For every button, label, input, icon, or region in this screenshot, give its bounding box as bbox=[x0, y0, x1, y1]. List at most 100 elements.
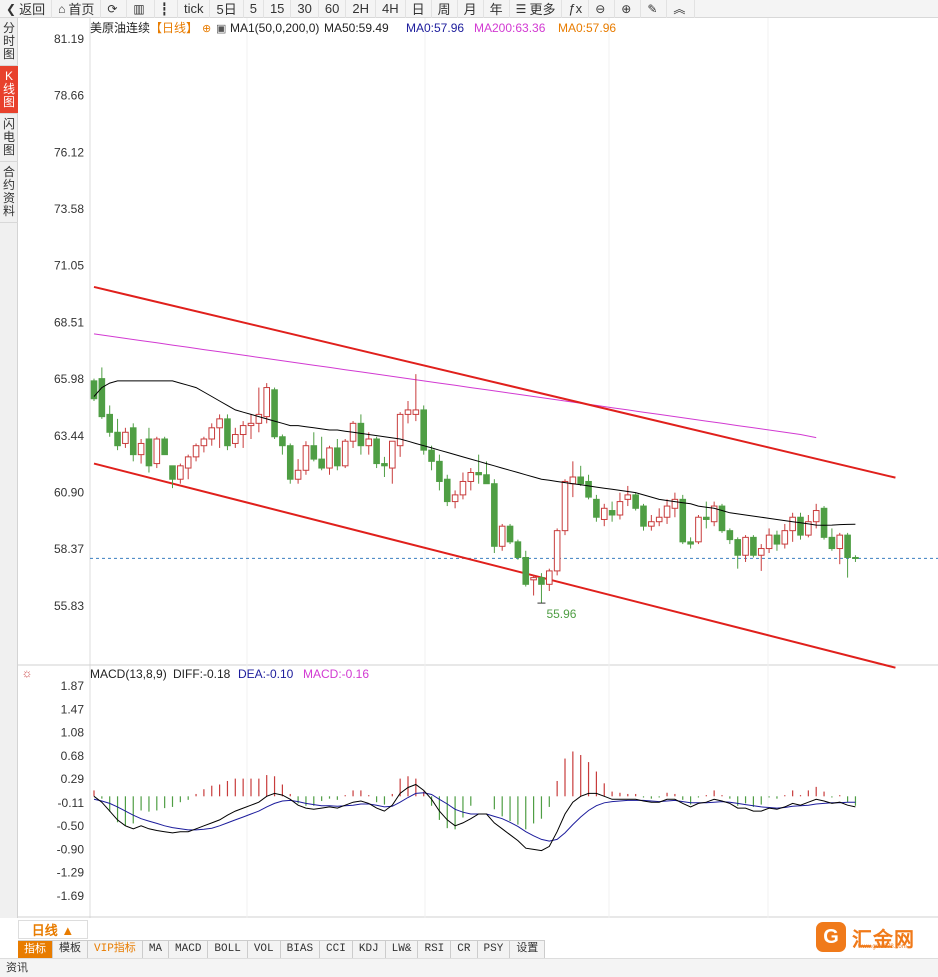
indicator-tab-3[interactable]: MA bbox=[143, 941, 170, 958]
toolbar-item-label: 日 bbox=[411, 2, 425, 17]
logo: G 汇金网 www.gold678.com bbox=[816, 920, 938, 954]
toolbar-item-1[interactable]: ⌂ 首页 bbox=[52, 0, 102, 18]
candle-body bbox=[192, 445, 200, 458]
side-tab-3[interactable]: 合约资料 bbox=[0, 162, 18, 223]
macd-legend-label: MACD(13,8,9) bbox=[90, 667, 167, 681]
legend-ma50: MA50:59.49 bbox=[324, 21, 389, 35]
indicator-tab-10[interactable]: LW& bbox=[386, 941, 419, 958]
zoom-in-icon: ⊕ bbox=[621, 1, 632, 16]
indicator-tabs: 指标 模板 VIP指标 MA MACD BOLL VOL BIAS CCI KDJ LW& RSI CR… bbox=[18, 940, 546, 958]
toolbar-item-19[interactable]: ⊖ bbox=[589, 0, 616, 18]
candle-body bbox=[459, 480, 467, 496]
candle-body bbox=[341, 440, 349, 467]
candle-body bbox=[687, 541, 694, 545]
candle-body bbox=[593, 498, 600, 518]
dea-line bbox=[93, 792, 856, 842]
candle-body bbox=[208, 427, 216, 440]
toolbar-item-12[interactable]: 4H bbox=[376, 0, 406, 18]
toolbar-item-8[interactable]: 15 bbox=[264, 0, 292, 18]
legend-ma0-orange: MA0:57.96 bbox=[558, 21, 616, 35]
candle-body bbox=[703, 516, 710, 520]
side-tabs: 分时图 K线图 闪电图 合约资料 bbox=[0, 18, 18, 918]
candle-body bbox=[483, 474, 490, 485]
candle-body bbox=[443, 478, 451, 503]
indicator-tab-13[interactable]: PSY bbox=[478, 941, 511, 958]
indicator-tab-1[interactable]: 模板 bbox=[53, 941, 88, 958]
candle-body bbox=[153, 438, 161, 465]
main-y-tick-label: 71.05 bbox=[54, 259, 84, 273]
toolbar-item-17[interactable]: ☰ 更多 bbox=[510, 0, 563, 18]
candle-body bbox=[184, 456, 192, 469]
main-y-tick-label: 58.37 bbox=[54, 542, 84, 556]
indicator-tab-9[interactable]: KDJ bbox=[353, 941, 386, 958]
toolbar-item-13[interactable]: 日 bbox=[406, 0, 432, 18]
period-button[interactable]: 日线 ▲ bbox=[18, 920, 88, 939]
candle-body bbox=[404, 409, 412, 415]
toolbar-item-0[interactable]: ❮ 返回 bbox=[0, 0, 53, 18]
toolbar-item-22[interactable]: ︽ bbox=[667, 0, 696, 18]
toolbar-item-3[interactable]: ▥ bbox=[127, 0, 155, 18]
candle-body bbox=[561, 480, 569, 532]
legend-ma0: MA0:57.96 bbox=[406, 21, 464, 35]
toolbar-item-label: 30 bbox=[297, 1, 312, 16]
indicator-tab-0[interactable]: 指标 bbox=[18, 941, 53, 958]
ma50-line bbox=[93, 380, 856, 526]
toolbar-item-7[interactable]: 5 bbox=[244, 0, 264, 18]
toolbar-item-21[interactable]: ✎ bbox=[641, 0, 668, 18]
menu-icon: ☰ bbox=[515, 1, 527, 16]
toolbar-item-6[interactable]: 5日 bbox=[210, 0, 244, 18]
toolbar-item-15[interactable]: 月 bbox=[458, 0, 484, 18]
indicator-tab-7[interactable]: BIAS bbox=[281, 941, 321, 958]
candle-body bbox=[310, 445, 318, 460]
candle-body bbox=[852, 556, 859, 559]
toolbar-item-10[interactable]: 60 bbox=[319, 0, 347, 18]
toolbar-item-11[interactable]: 2H bbox=[346, 0, 376, 18]
side-tab-1[interactable]: K线图 bbox=[0, 66, 18, 114]
candle-body bbox=[797, 516, 804, 536]
footer-news[interactable]: 资讯 bbox=[0, 958, 938, 977]
indicator-tab-8[interactable]: CCI bbox=[320, 941, 353, 958]
chart-background bbox=[18, 18, 938, 918]
indicator-tab-4[interactable]: MACD bbox=[169, 941, 209, 958]
legend-symbol: 美原油连续 bbox=[90, 20, 150, 35]
toolbar-item-label: 周 bbox=[437, 2, 451, 17]
candle-body bbox=[169, 465, 176, 480]
macd-legend-dea: DEA:-0.10 bbox=[238, 667, 294, 681]
toolbar-item-14[interactable]: 周 bbox=[432, 0, 458, 18]
macd-y-tick-label: 0.29 bbox=[61, 772, 85, 786]
candle-body bbox=[836, 534, 844, 550]
indicator-tab-14[interactable]: 设置 bbox=[510, 941, 546, 958]
toolbar-item-2[interactable]: ⟳ bbox=[101, 0, 128, 18]
candle-body bbox=[820, 507, 828, 538]
candle-body bbox=[106, 413, 114, 433]
indicator-tab-12[interactable]: CR bbox=[451, 941, 478, 958]
candle-body bbox=[789, 516, 796, 532]
toolbar: ❮ 返回 ⌂ 首页 ⟳ ▥ ┇ tick 5日 5 15 30 60 2H 4H 日周月年 ☰ 更多 ƒx ⊖ ⊕ ✎ ︽ bbox=[0, 0, 938, 18]
toolbar-item-5[interactable]: tick bbox=[178, 0, 211, 18]
candle-body bbox=[585, 480, 592, 498]
candle-body bbox=[381, 463, 388, 467]
ma200-line bbox=[93, 333, 817, 439]
chart-area[interactable]: 81.19 78.66 76.12 73.58 71.05 68.51 65.98 63.44… bbox=[18, 18, 938, 918]
candle-body bbox=[396, 413, 404, 447]
indicator-tab-6[interactable]: VOL bbox=[248, 941, 281, 958]
candle-body bbox=[412, 409, 420, 415]
indicator-tab-2[interactable]: VIP指标 bbox=[88, 941, 143, 958]
indicator-tab-5[interactable]: BOLL bbox=[208, 941, 248, 958]
macd-y-tick-label: 1.08 bbox=[61, 726, 85, 740]
side-tab-0[interactable]: 分时图 bbox=[0, 18, 18, 66]
toolbar-item-16[interactable]: 年 bbox=[484, 0, 510, 18]
toolbar-item-4[interactable]: ┇ bbox=[155, 0, 178, 18]
candle-body bbox=[828, 536, 836, 550]
indicator-tab-11[interactable]: RSI bbox=[418, 941, 452, 958]
toolbar-item-label: 返回 bbox=[19, 2, 46, 17]
side-tab-2[interactable]: 闪电图 bbox=[0, 114, 18, 162]
candle-body bbox=[750, 536, 757, 556]
main-y-tick-label: 78.66 bbox=[54, 89, 84, 103]
macd-y-tick-label: -0.11 bbox=[58, 796, 85, 810]
toolbar-item-label: 2H bbox=[352, 1, 369, 16]
toolbar-item-18[interactable]: ƒx bbox=[562, 0, 590, 18]
toolbar-item-20[interactable]: ⊕ bbox=[615, 0, 642, 18]
toolbar-item-9[interactable]: 30 bbox=[291, 0, 319, 18]
macd-y-tick-label: 1.47 bbox=[61, 703, 85, 717]
